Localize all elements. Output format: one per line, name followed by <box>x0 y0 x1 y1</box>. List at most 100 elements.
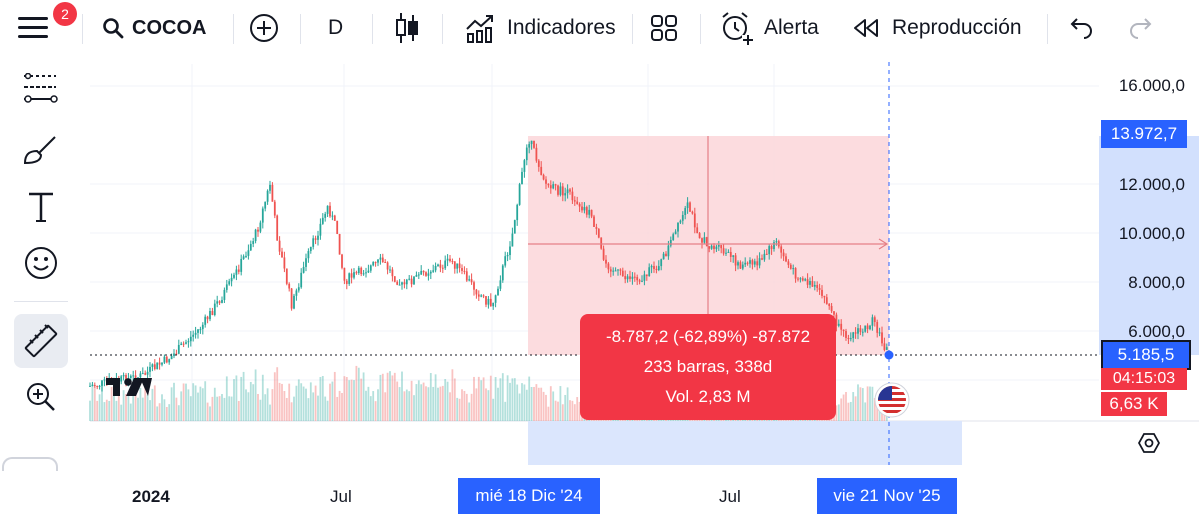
candle-body <box>566 189 569 194</box>
volume-bar <box>285 397 288 421</box>
volume-bar <box>252 384 255 421</box>
candle-body <box>185 342 187 344</box>
trend-lines-tool-button[interactable] <box>14 62 68 116</box>
menu-button[interactable] <box>18 0 50 56</box>
layouts-button[interactable] <box>650 0 678 56</box>
undo-button[interactable] <box>1068 0 1094 56</box>
candle-body <box>739 262 742 269</box>
candle-body <box>249 243 252 251</box>
volume-bar <box>547 406 550 421</box>
alert-button[interactable]: Alerta <box>720 0 819 56</box>
volume-bar <box>381 373 384 421</box>
candle-body <box>693 213 696 228</box>
candle-body <box>367 270 370 273</box>
candle-body <box>295 290 298 296</box>
candle-body <box>379 257 382 260</box>
volume-bar <box>566 387 569 421</box>
candle-body <box>103 379 106 381</box>
candle-body <box>518 184 521 205</box>
volume-bar <box>561 404 564 421</box>
candle-body <box>446 258 449 261</box>
candle-body <box>540 166 543 175</box>
candle-body <box>240 258 243 272</box>
volume-bar <box>108 400 111 421</box>
candle-body <box>645 274 648 277</box>
candle-body <box>487 298 490 305</box>
candle-body <box>653 266 655 269</box>
volume-bar <box>115 400 118 421</box>
volume-bar <box>403 391 406 421</box>
candle-body <box>626 276 629 280</box>
interval-button[interactable]: D <box>328 0 343 56</box>
symbol-label: COCOA <box>132 16 207 39</box>
text-tool-button[interactable] <box>14 180 68 234</box>
brush-tool-button[interactable] <box>14 122 68 176</box>
candle-body <box>768 246 771 255</box>
volume-bar <box>259 399 262 421</box>
candle-body <box>451 261 454 263</box>
candle-body <box>773 242 775 250</box>
volume-bar <box>559 386 562 421</box>
volume-bar <box>113 382 115 421</box>
candle-body <box>849 338 852 340</box>
volume-bar <box>569 400 571 421</box>
symbol-search-button[interactable]: COCOA <box>102 0 206 56</box>
ruler-tool-button[interactable] <box>14 314 68 368</box>
candle-body <box>593 216 595 227</box>
scroll-handle[interactable] <box>2 457 58 471</box>
volume-bar <box>141 397 144 421</box>
volume-bar <box>557 401 559 421</box>
candle-body <box>756 261 759 266</box>
redo-button[interactable] <box>1128 0 1154 56</box>
candle-body <box>727 251 730 253</box>
chart-type-button[interactable] <box>394 0 420 56</box>
volume-bar <box>405 389 408 421</box>
volume-bar <box>480 380 483 421</box>
price-tick: 16.000,0 <box>1118 76 1185 95</box>
candle-body <box>725 252 727 254</box>
zoom-in-tool-button[interactable] <box>14 370 68 424</box>
volume-bar <box>461 389 463 421</box>
volume-bar <box>319 376 322 421</box>
compare-symbol-button[interactable] <box>249 0 279 56</box>
candle-body <box>93 384 96 386</box>
volume-bar <box>845 391 847 421</box>
candle-body <box>840 323 843 330</box>
candle-body <box>223 289 226 300</box>
measure-info-box: -8.787,2 (-62,89%) -87.872 233 barras, 3… <box>580 314 836 420</box>
candle-body <box>465 271 468 281</box>
candle-body <box>434 266 437 271</box>
candle-body <box>420 270 423 275</box>
volume-bar <box>437 387 439 421</box>
candle-body <box>369 265 372 271</box>
volume-bar <box>530 386 533 421</box>
candle-body <box>175 353 178 355</box>
replay-button[interactable]: Reproducción <box>852 0 1022 56</box>
current-price-tag: 5.185,5 <box>1101 340 1191 370</box>
volume-bar <box>842 394 845 421</box>
indicators-label: Indicadores <box>507 16 616 39</box>
candle-body <box>276 215 279 241</box>
emoji-tool-button[interactable] <box>14 236 68 290</box>
candle-body <box>345 280 348 284</box>
candle-body <box>269 184 271 191</box>
candle-body <box>689 202 691 212</box>
candle-body <box>588 209 591 215</box>
candle-body <box>741 264 744 269</box>
candle-body <box>149 366 151 372</box>
candle-body <box>273 201 276 216</box>
volume-bar <box>396 381 399 421</box>
volume-bar <box>369 396 372 421</box>
chart-settings-button[interactable] <box>1137 432 1161 459</box>
candle-body <box>449 258 451 262</box>
volume-bar <box>401 371 403 421</box>
toolbar-divider <box>82 14 83 44</box>
volume-bar <box>105 399 108 421</box>
candle-body <box>161 362 163 365</box>
volume-bar <box>391 375 394 421</box>
volume-bar <box>477 376 480 421</box>
volume-bar <box>163 399 166 421</box>
candle-body <box>542 174 545 180</box>
candle-body <box>122 375 125 377</box>
indicators-button[interactable]: Indicadores <box>465 0 616 56</box>
